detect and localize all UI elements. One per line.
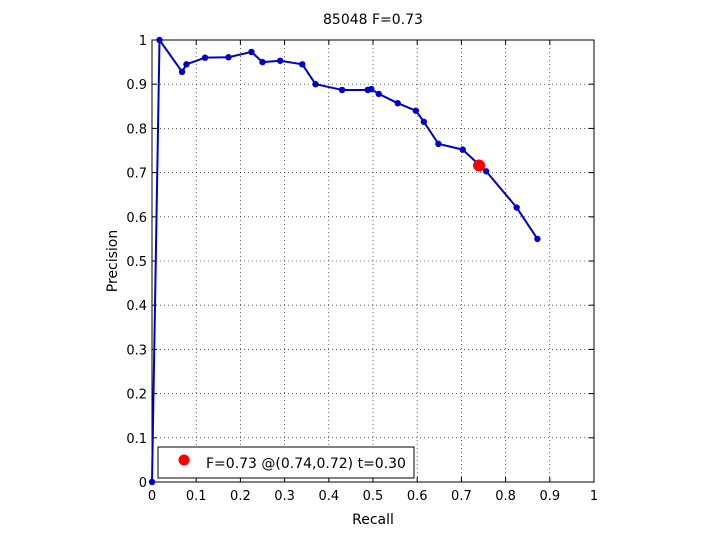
pr-curve-point bbox=[201, 54, 209, 61]
pr-curve-point bbox=[299, 61, 306, 68]
x-tick-label: 0.3 bbox=[274, 489, 295, 504]
x-tick-label: 0.4 bbox=[318, 489, 339, 504]
y-tick-label: 0.3 bbox=[126, 343, 147, 358]
x-tick-label: 0.8 bbox=[495, 489, 516, 504]
pr-curve-point bbox=[435, 140, 442, 148]
legend-text: F=0.73 @(0.74,0.72) t=0.30 bbox=[206, 456, 406, 472]
pr-curve-point bbox=[459, 146, 466, 153]
pr-curve-point bbox=[148, 478, 156, 486]
pr-curve-point bbox=[183, 61, 190, 68]
y-tick-label: 0.8 bbox=[126, 122, 147, 137]
pr-curve-point bbox=[312, 81, 319, 88]
pr-curve-point bbox=[338, 86, 346, 94]
x-tick-label: 0.1 bbox=[186, 489, 207, 504]
x-tick-label: 0.7 bbox=[451, 489, 472, 504]
pr-curve-point bbox=[368, 85, 375, 93]
x-tick-label: 0 bbox=[148, 489, 156, 504]
legend-box bbox=[157, 446, 415, 479]
pr-curve-point bbox=[276, 57, 284, 64]
y-tick-label: 0.6 bbox=[126, 211, 147, 226]
pr-curve-point bbox=[482, 168, 490, 175]
series-layer bbox=[148, 36, 541, 486]
y-tick-label: 1 bbox=[139, 34, 147, 49]
y-axis-label: Precision bbox=[105, 230, 121, 292]
pr-curve-point bbox=[375, 90, 382, 98]
legend-marker bbox=[178, 454, 190, 466]
pr-curve-point bbox=[248, 48, 255, 56]
pr-curve-point bbox=[412, 107, 420, 114]
y-tick-label: 0.2 bbox=[126, 388, 147, 403]
pr-curve-point bbox=[178, 68, 186, 76]
x-tick-label: 0.9 bbox=[539, 489, 560, 504]
pr-curve-point bbox=[259, 58, 266, 66]
grid-lines bbox=[152, 40, 594, 482]
y-tick-label: 0.1 bbox=[126, 432, 147, 447]
best-point-layer bbox=[473, 159, 486, 172]
x-tick-label: 0.2 bbox=[230, 489, 251, 504]
pr-curve-point bbox=[156, 36, 163, 44]
best-f-point bbox=[473, 159, 486, 172]
y-tick-label: 0.5 bbox=[126, 255, 147, 270]
pr-curve-point bbox=[420, 118, 428, 125]
x-tick-label: 1 bbox=[590, 489, 598, 504]
chart-title: 85048 F=0.73 bbox=[323, 12, 423, 28]
x-tick-label: 0.5 bbox=[363, 489, 384, 504]
y-tick-label: 0.7 bbox=[126, 167, 147, 182]
pr-curve-point bbox=[513, 204, 520, 211]
pr-curve-point bbox=[394, 100, 401, 107]
legend: F=0.73 @(0.74,0.72) t=0.30 bbox=[157, 446, 415, 479]
x-tick-label: 0.6 bbox=[407, 489, 428, 504]
axis-ticks: 0 0.1 0.2 0.3 0.4 0.5 0.6 0.7 0.8 0.9 1 0 0.1 0.2 0.3 0… bbox=[126, 34, 598, 504]
pr-curve-point bbox=[225, 54, 232, 61]
y-tick-label: 0.9 bbox=[126, 78, 147, 93]
y-tick-label: 0 bbox=[139, 476, 147, 491]
y-tick-label: 0.4 bbox=[126, 299, 147, 314]
x-axis-label: Recall bbox=[352, 512, 394, 528]
pr-curve-point bbox=[534, 235, 541, 243]
